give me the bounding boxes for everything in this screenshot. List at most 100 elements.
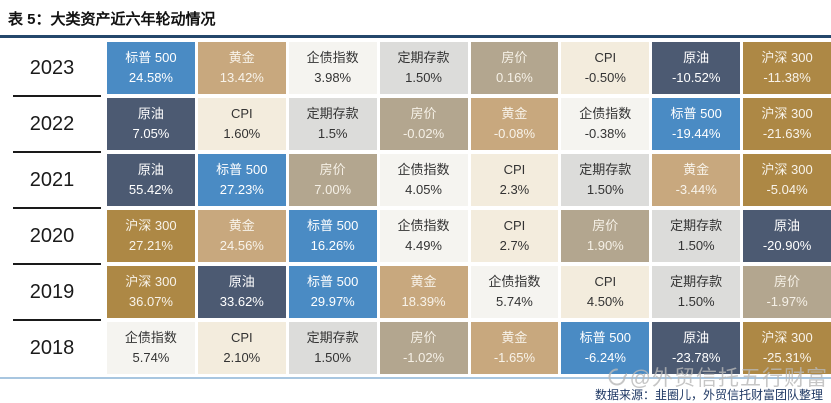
asset-name: 定期存款 [306, 105, 359, 121]
asset-cell: 原油 -20.90% [743, 210, 831, 262]
asset-name: 黄金 [683, 161, 710, 177]
asset-value: 33.62% [219, 294, 264, 309]
asset-name: 标普 500 [670, 105, 722, 121]
asset-name: 原油 [228, 273, 255, 289]
asset-value: 16.26% [310, 238, 355, 253]
asset-value: -19.44% [671, 126, 721, 141]
asset-value: -0.02% [402, 126, 445, 141]
asset-cell: 房价 -0.02% [379, 98, 468, 150]
asset-cell: 房价 1.90% [561, 210, 650, 262]
asset-cell: 沪深 300 -25.31% [743, 322, 831, 374]
asset-value: -1.97% [766, 294, 808, 309]
data-source-note: 数据来源：韭圈儿，外贸信托财富团队整理 [594, 388, 823, 402]
asset-cell: 沪深 300 -5.04% [743, 154, 831, 206]
asset-value: -0.38% [584, 126, 626, 141]
year-text: 2022 [29, 112, 75, 135]
asset-cell: CPI 2.7% [470, 210, 559, 262]
asset-value: -21.63% [762, 126, 812, 141]
asset-cell: 标普 500 -19.44% [652, 98, 741, 150]
asset-cell: 企债指数 3.98% [288, 42, 377, 94]
asset-name: 企债指数 [488, 273, 541, 289]
asset-name: 房价 [410, 105, 437, 121]
asset-value: -0.08% [493, 126, 536, 141]
asset-value: -0.50% [584, 70, 626, 85]
asset-cell: CPI 1.60% [197, 98, 286, 150]
asset-cell: 房价 0.16% [470, 42, 559, 94]
asset-cell: CPI 4.50% [561, 266, 650, 318]
asset-value: 4.05% [405, 182, 442, 197]
asset-name: 企债指数 [397, 217, 450, 233]
asset-name: CPI [230, 329, 253, 345]
asset-cell: 黄金 -1.65% [470, 322, 559, 374]
asset-value: 29.97% [310, 294, 355, 309]
year-label: 2022 [0, 98, 104, 153]
asset-name: 定期存款 [670, 273, 723, 289]
year-underline [13, 207, 101, 209]
asset-name: 原油 [137, 161, 164, 177]
asset-value: 1.50% [586, 182, 624, 197]
asset-value: 2.10% [223, 350, 261, 365]
asset-cell: 沪深 300 36.07% [107, 266, 195, 318]
asset-cell: 黄金 24.56% [197, 210, 286, 262]
asset-value: 13.42% [219, 70, 264, 85]
asset-value: 27.21% [128, 238, 173, 253]
asset-value: 4.49% [405, 238, 442, 253]
asset-cell: CPI -0.50% [561, 42, 650, 94]
table-bottom-rule [0, 377, 831, 379]
year-label: 2020 [0, 210, 104, 265]
asset-value: 18.39% [401, 294, 446, 309]
asset-value: -5.04% [766, 182, 808, 197]
year-text: 2018 [29, 336, 75, 359]
asset-name: CPI [594, 49, 617, 65]
asset-name: 定期存款 [670, 217, 723, 233]
asset-cell: 定期存款 1.50% [288, 322, 377, 374]
asset-cell: 标普 500 16.26% [288, 210, 377, 262]
asset-value: 36.07% [128, 294, 173, 309]
asset-value: 55.42% [128, 182, 173, 197]
asset-value: 7.00% [314, 182, 352, 197]
asset-value: 1.5% [317, 126, 348, 141]
asset-name: 标普 500 [216, 161, 268, 177]
asset-cell: 黄金 -3.44% [652, 154, 741, 206]
asset-name: 黄金 [228, 217, 255, 233]
asset-cell: 企债指数 4.05% [379, 154, 468, 206]
year-text: 2020 [29, 224, 75, 247]
asset-cell: 房价 7.00% [288, 154, 377, 206]
asset-name: 沪深 300 [125, 273, 177, 289]
asset-name: 标普 500 [307, 217, 359, 233]
asset-value: 3.98% [314, 70, 352, 85]
asset-value: 1.50% [405, 70, 442, 85]
asset-value: 0.16% [496, 70, 533, 85]
asset-value: -1.02% [402, 350, 445, 365]
title-top-rule [0, 35, 831, 38]
asset-cell: 企债指数 5.74% [470, 266, 559, 318]
asset-cell: 原油 55.42% [107, 154, 195, 206]
year-text: 2023 [29, 56, 75, 79]
year-label: 2019 [0, 266, 104, 321]
asset-name: 黄金 [228, 49, 255, 65]
asset-value: -23.78% [671, 350, 721, 365]
asset-name: 房价 [319, 161, 346, 177]
asset-name: CPI [503, 217, 526, 233]
asset-cell: 黄金 -0.08% [470, 98, 559, 150]
asset-name: 沪深 300 [125, 217, 177, 233]
asset-name: 房价 [592, 217, 619, 233]
asset-value: -10.52% [671, 70, 721, 85]
asset-name: 标普 500 [307, 273, 359, 289]
asset-cell: 企债指数 4.49% [379, 210, 468, 262]
asset-cell: CPI 2.3% [470, 154, 559, 206]
year-text: 2019 [29, 280, 75, 303]
asset-cell: 黄金 18.39% [379, 266, 468, 318]
asset-value: 1.90% [586, 238, 624, 253]
year-underline [13, 95, 101, 97]
asset-name: 沪深 300 [761, 49, 813, 65]
asset-name: 定期存款 [306, 329, 359, 345]
asset-cell: 沪深 300 -11.38% [743, 42, 831, 94]
asset-value: -1.65% [493, 350, 536, 365]
asset-cell: 标普 500 24.58% [107, 42, 195, 94]
asset-name: 企债指数 [306, 49, 359, 65]
asset-value: 1.50% [677, 294, 715, 309]
table-title: 表 5：大类资产近六年轮动情况 [8, 11, 216, 28]
asset-name: 房价 [774, 273, 801, 289]
asset-name: 原油 [774, 217, 801, 233]
